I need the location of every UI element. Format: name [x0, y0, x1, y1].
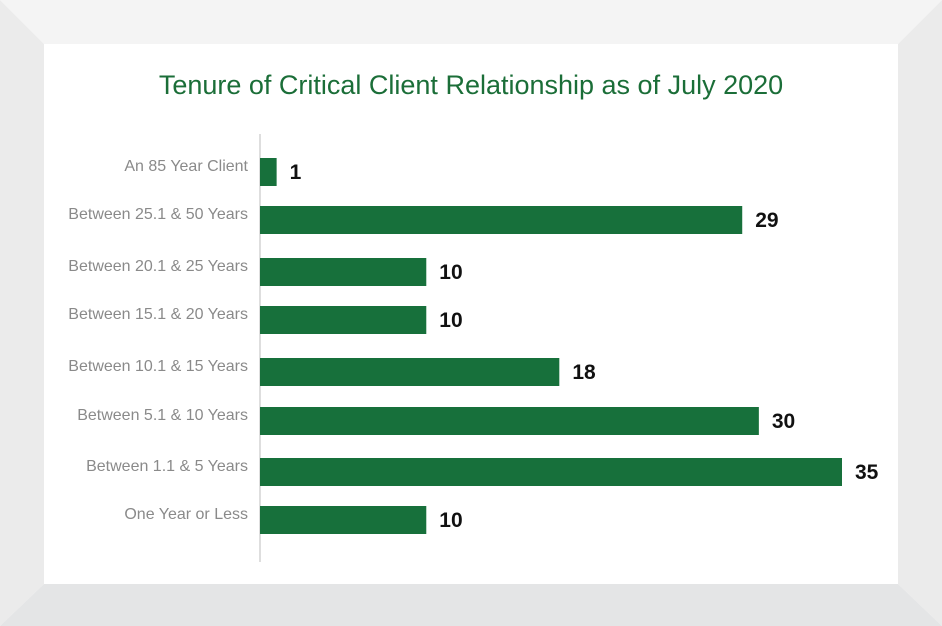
category-label: Between 1.1 & 5 Years [86, 458, 248, 475]
bar [260, 306, 427, 334]
value-label: 10 [439, 509, 462, 532]
category-label: An 85 Year Client [124, 158, 248, 175]
frame-top-bevel [0, 0, 942, 44]
value-label: 10 [439, 309, 462, 332]
bar [260, 407, 759, 435]
value-label: 10 [439, 261, 462, 284]
bar [260, 206, 743, 234]
value-label: 18 [572, 361, 596, 384]
category-label: Between 10.1 & 15 Years [68, 358, 248, 375]
frame-left-bevel [0, 0, 44, 626]
bars-group: An 85 Year Client 1 Between 25.1 & 50 Year… [68, 158, 879, 534]
bar [260, 358, 560, 386]
category-label: Between 15.1 & 20 Years [68, 306, 248, 323]
category-label: Between 20.1 & 25 Years [68, 258, 248, 275]
category-label: Between 25.1 & 50 Years [68, 206, 248, 223]
frame-right-bevel [898, 0, 942, 626]
value-label: 29 [755, 209, 778, 232]
category-label: One Year or Less [124, 506, 248, 523]
bar [260, 158, 277, 186]
chart-title: Tenure of Critical Client Relationship a… [159, 70, 783, 100]
chart-panel [44, 44, 898, 584]
value-label: 35 [855, 461, 879, 484]
frame-bottom-bevel [0, 584, 942, 626]
category-label: Between 5.1 & 10 Years [77, 407, 248, 424]
value-label: 30 [772, 410, 795, 433]
bar [260, 458, 842, 486]
bar [260, 506, 427, 534]
value-label: 1 [290, 161, 302, 184]
bar [260, 258, 427, 286]
